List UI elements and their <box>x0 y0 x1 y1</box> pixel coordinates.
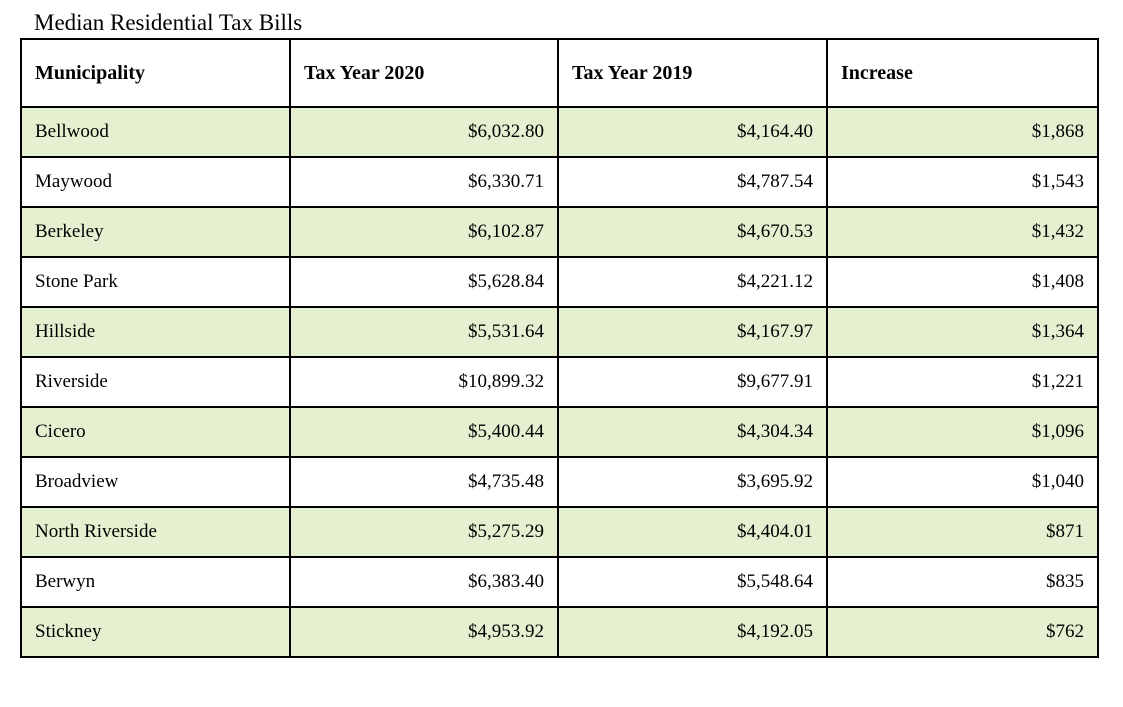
tax-2020-cell: $6,330.71 <box>289 156 559 208</box>
municipality-cell: Berkeley <box>20 206 291 258</box>
header-increase: Increase <box>826 38 1099 108</box>
table-row: Bellwood $6,032.80 $4,164.40 $1,868 <box>20 106 1099 158</box>
increase-cell: $1,543 <box>826 156 1099 208</box>
tax-2019-cell: $4,787.54 <box>557 156 828 208</box>
tax-2020-cell: $6,383.40 <box>289 556 559 608</box>
table-row: Stone Park $5,628.84 $4,221.12 $1,408 <box>20 256 1099 308</box>
tax-2019-cell: $9,677.91 <box>557 356 828 408</box>
header-tax-year-2020: Tax Year 2020 <box>289 38 559 108</box>
tax-2020-cell: $4,953.92 <box>289 606 559 658</box>
table-row: Hillside $5,531.64 $4,167.97 $1,364 <box>20 306 1099 358</box>
tax-2019-cell: $4,192.05 <box>557 606 828 658</box>
tax-2020-cell: $4,735.48 <box>289 456 559 508</box>
table-row: Berwyn $6,383.40 $5,548.64 $835 <box>20 556 1099 608</box>
tax-2019-cell: $4,670.53 <box>557 206 828 258</box>
municipality-cell: Stone Park <box>20 256 291 308</box>
municipality-cell: Berwyn <box>20 556 291 608</box>
tax-2020-cell: $10,899.32 <box>289 356 559 408</box>
table-row: North Riverside $5,275.29 $4,404.01 $871 <box>20 506 1099 558</box>
municipality-cell: Cicero <box>20 406 291 458</box>
municipality-cell: Bellwood <box>20 106 291 158</box>
table-row: Stickney $4,953.92 $4,192.05 $762 <box>20 606 1099 658</box>
increase-cell: $762 <box>826 606 1099 658</box>
increase-cell: $1,432 <box>826 206 1099 258</box>
table-row: Maywood $6,330.71 $4,787.54 $1,543 <box>20 156 1099 208</box>
table-row: Berkeley $6,102.87 $4,670.53 $1,432 <box>20 206 1099 258</box>
increase-cell: $871 <box>826 506 1099 558</box>
table-header: Municipality Tax Year 2020 Tax Year 2019… <box>20 38 1099 108</box>
page-title: Median Residential Tax Bills <box>34 10 303 35</box>
municipality-cell: North Riverside <box>20 506 291 558</box>
tax-2019-cell: $4,304.34 <box>557 406 828 458</box>
tax-bills-table: Municipality Tax Year 2020 Tax Year 2019… <box>20 38 1099 658</box>
tax-2019-cell: $3,695.92 <box>557 456 828 508</box>
increase-cell: $1,040 <box>826 456 1099 508</box>
increase-cell: $1,221 <box>826 356 1099 408</box>
increase-cell: $835 <box>826 556 1099 608</box>
tax-2019-cell: $5,548.64 <box>557 556 828 608</box>
municipality-cell: Hillside <box>20 306 291 358</box>
tax-2020-cell: $5,628.84 <box>289 256 559 308</box>
header-row: Municipality Tax Year 2020 Tax Year 2019… <box>20 38 1099 108</box>
table-row: Cicero $5,400.44 $4,304.34 $1,096 <box>20 406 1099 458</box>
tax-2020-cell: $6,102.87 <box>289 206 559 258</box>
table-body: Bellwood $6,032.80 $4,164.40 $1,868 Maywood $… <box>20 106 1099 658</box>
header-municipality: Municipality <box>20 38 291 108</box>
table-row: Riverside $10,899.32 $9,677.91 $1,221 <box>20 356 1099 408</box>
increase-cell: $1,408 <box>826 256 1099 308</box>
increase-cell: $1,096 <box>826 406 1099 458</box>
tax-2020-cell: $6,032.80 <box>289 106 559 158</box>
tax-2019-cell: $4,167.97 <box>557 306 828 358</box>
header-tax-year-2019: Tax Year 2019 <box>557 38 828 108</box>
municipality-cell: Maywood <box>20 156 291 208</box>
tax-2019-cell: $4,164.40 <box>557 106 828 158</box>
municipality-cell: Stickney <box>20 606 291 658</box>
municipality-cell: Riverside <box>20 356 291 408</box>
municipality-cell: Broadview <box>20 456 291 508</box>
tax-2020-cell: $5,531.64 <box>289 306 559 358</box>
tax-2020-cell: $5,400.44 <box>289 406 559 458</box>
increase-cell: $1,868 <box>826 106 1099 158</box>
table-row: Broadview $4,735.48 $3,695.92 $1,040 <box>20 456 1099 508</box>
tax-2019-cell: $4,404.01 <box>557 506 828 558</box>
tax-2020-cell: $5,275.29 <box>289 506 559 558</box>
tax-2019-cell: $4,221.12 <box>557 256 828 308</box>
increase-cell: $1,364 <box>826 306 1099 358</box>
